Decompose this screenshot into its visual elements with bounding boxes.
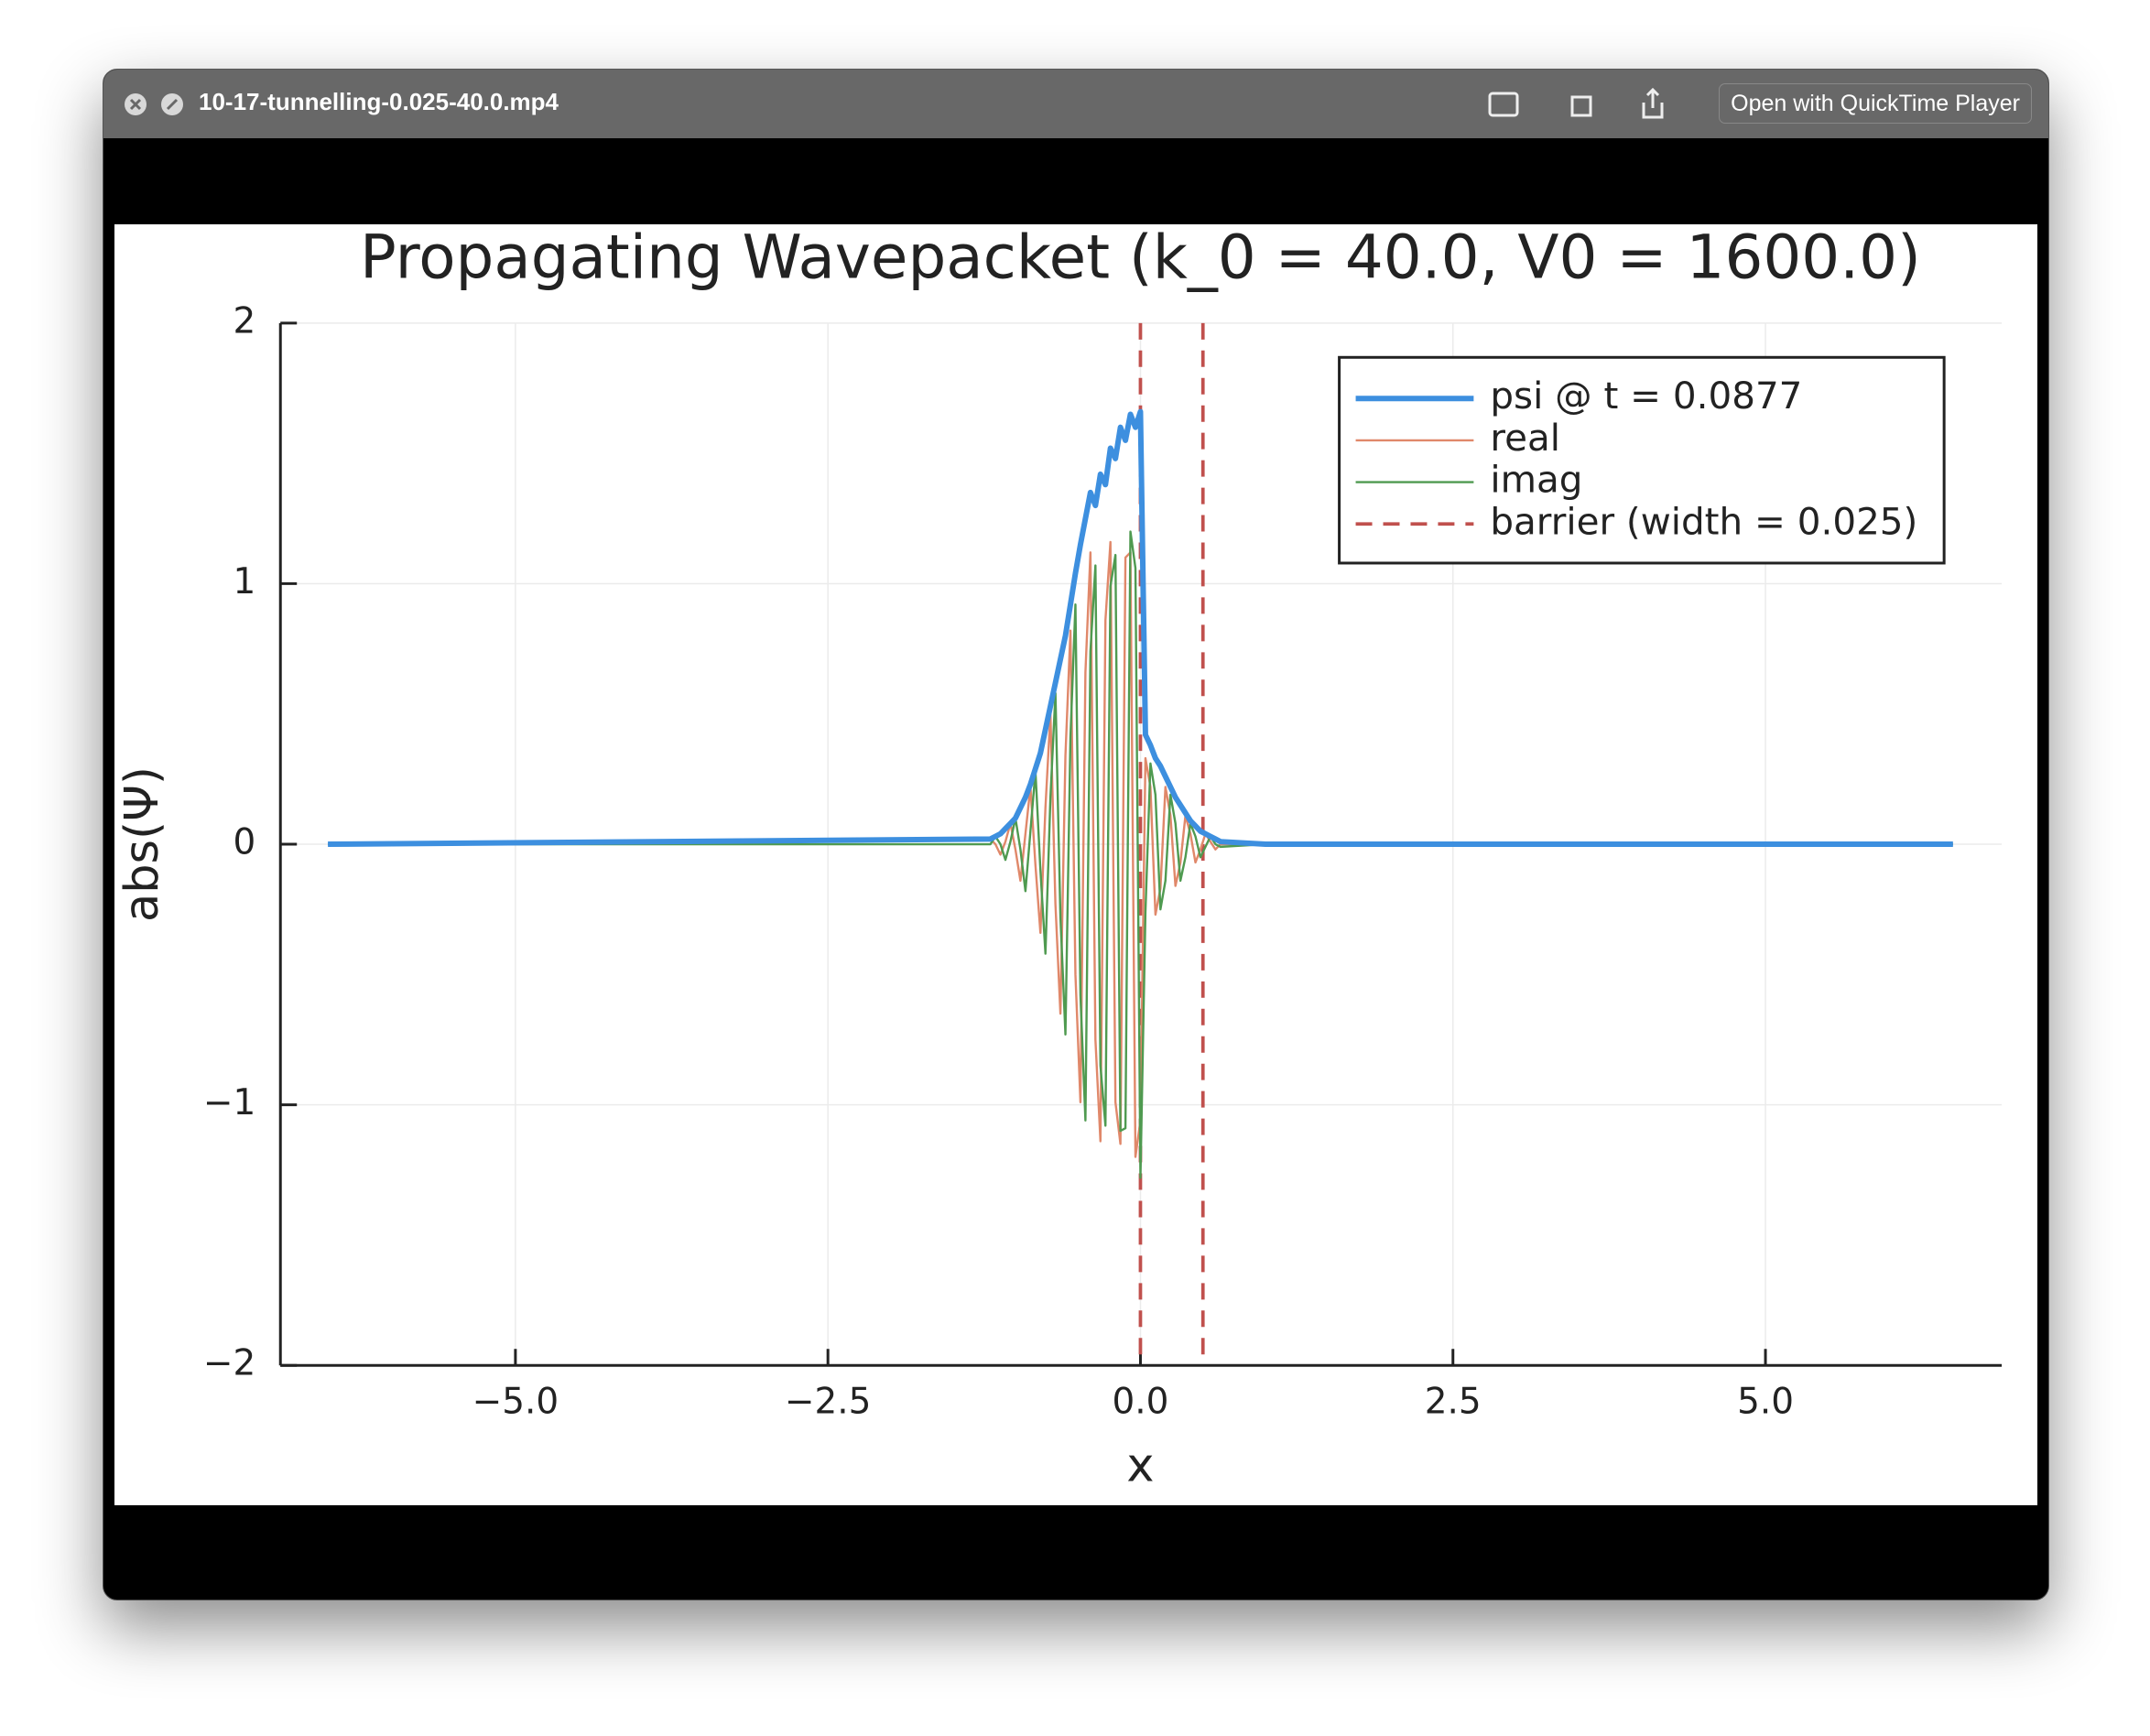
- rotate-icon[interactable]: [1570, 95, 1592, 117]
- legend-box: [1338, 355, 1946, 565]
- y-axis-label: abs(Ψ): [115, 766, 169, 922]
- y-tick-label: 1: [233, 561, 255, 602]
- x-tick-label: 2.5: [1425, 1382, 1482, 1423]
- title-bar: 10-17-tunnelling-0.025-40.0.mp4 Open wit…: [103, 70, 2048, 138]
- chart: Propagating Wavepacket (k_0 = 40.0, V0 =…: [114, 224, 2037, 1505]
- x-tick-label: 5.0: [1737, 1382, 1794, 1423]
- toolbar-icons: [1488, 87, 1664, 119]
- close-icon: [129, 98, 142, 111]
- x-tick-label: −5.0: [472, 1382, 559, 1423]
- chart-title: Propagating Wavepacket (k_0 = 40.0, V0 =…: [360, 224, 1921, 293]
- y-tick-label: −2: [203, 1343, 255, 1384]
- share-icon[interactable]: [1642, 87, 1664, 119]
- series-line: [328, 530, 1953, 1179]
- y-tick-label: 0: [233, 822, 255, 863]
- x-axis-label: x: [1126, 1439, 1154, 1493]
- legend-label: barrier (width = 0.025): [1490, 499, 1917, 543]
- x-tick-label: −2.5: [785, 1382, 872, 1423]
- window-title: 10-17-tunnelling-0.025-40.0.mp4: [199, 88, 559, 115]
- series-line: [328, 408, 1953, 848]
- y-tick-label: −1: [203, 1082, 255, 1123]
- window-controls: [125, 93, 183, 115]
- fullscreen-icon: [166, 98, 179, 111]
- quick-look-window: 10-17-tunnelling-0.025-40.0.mp4 Open wit…: [103, 69, 2049, 1600]
- open-with-button[interactable]: Open with QuickTime Player: [1719, 83, 2032, 124]
- trim-icon[interactable]: [1488, 92, 1519, 117]
- y-tick-label: 2: [233, 300, 255, 342]
- x-tick-label: 0.0: [1112, 1382, 1168, 1423]
- legend-label: psi @ t = 0.0877: [1490, 374, 1802, 418]
- legend-label: imag: [1490, 458, 1582, 502]
- legend-label: real: [1490, 416, 1560, 460]
